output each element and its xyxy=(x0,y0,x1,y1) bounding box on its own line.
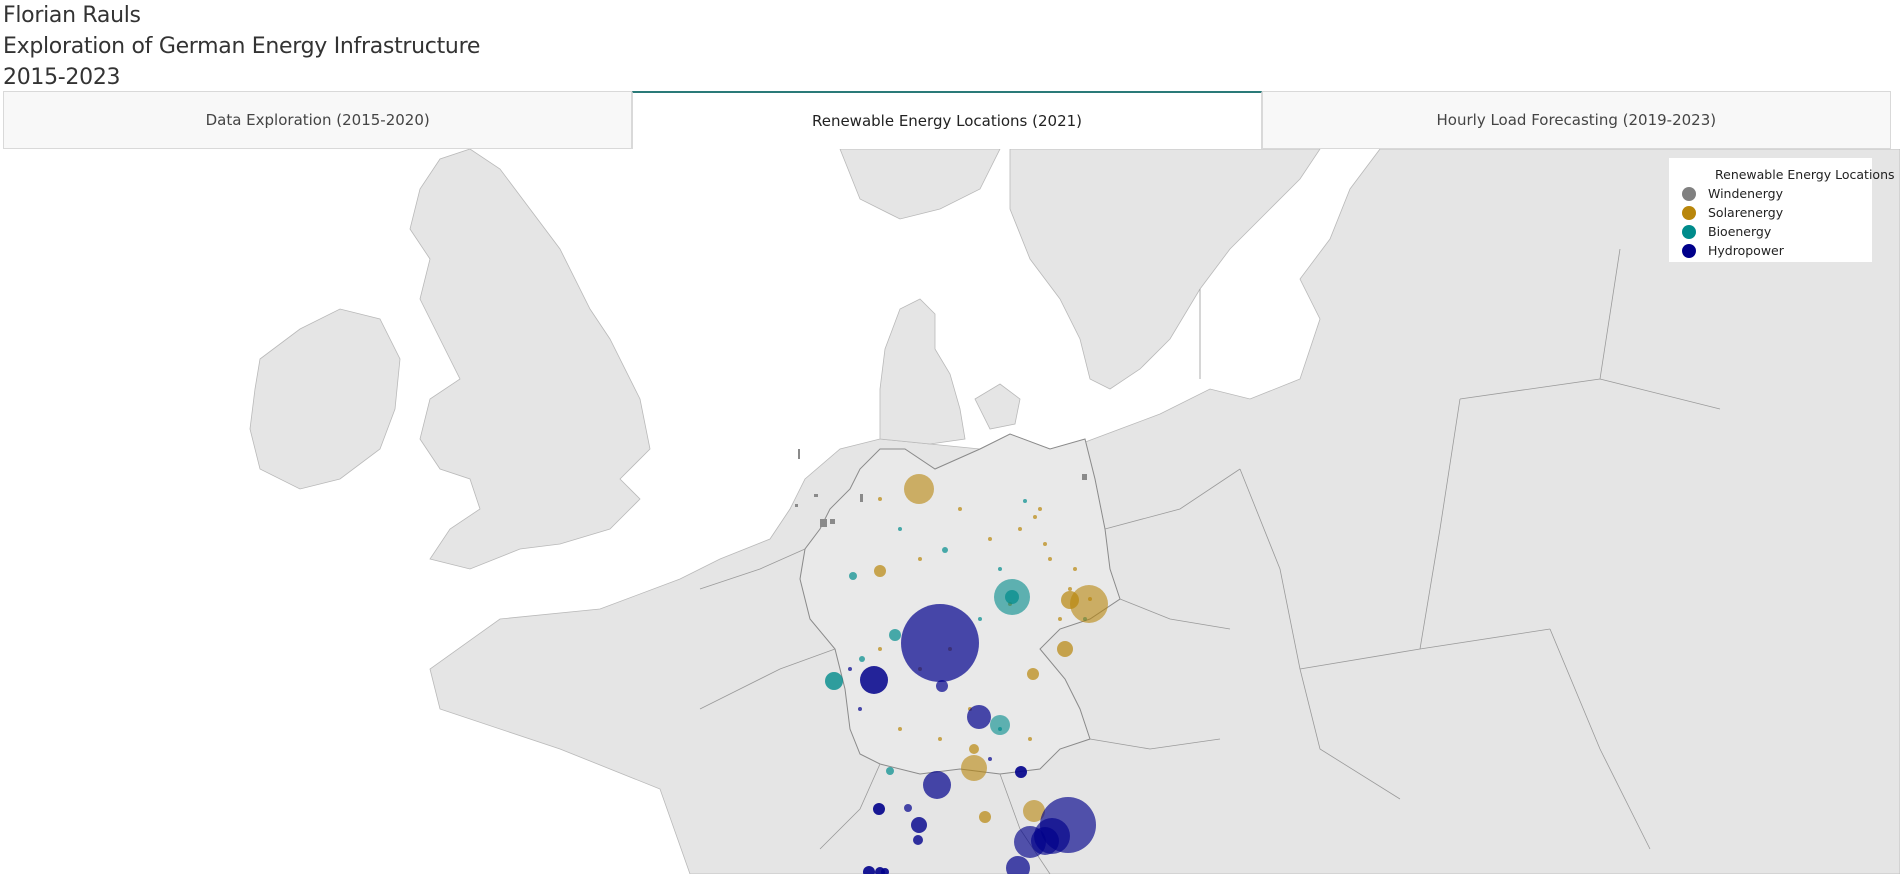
solar-marker xyxy=(1023,800,1045,822)
bio-marker xyxy=(990,715,1010,735)
solar-marker xyxy=(904,474,934,504)
author-name: Florian Rauls xyxy=(3,3,141,28)
legend-title-text: Renewable Energy Locations xyxy=(1715,167,1895,182)
legend-item-windenergy[interactable]: Windenergy xyxy=(1679,184,1872,203)
denmark-peninsula xyxy=(879,298,966,445)
solar-marker xyxy=(969,744,979,754)
solar-marker xyxy=(1057,641,1073,657)
map-view[interactable] xyxy=(0,149,1900,874)
bio-marker xyxy=(825,672,843,690)
hydro-marker xyxy=(1015,766,1027,778)
energy-markers xyxy=(825,474,1108,874)
legend-item-hydropower[interactable]: Hydropower xyxy=(1679,241,1872,260)
solar-marker xyxy=(1070,585,1108,623)
tab-renewable-energy-locations[interactable]: Renewable Energy Locations (2021) xyxy=(632,91,1262,149)
tab-bar: Data Exploration (2015-2020) Renewable E… xyxy=(3,91,1891,149)
country-borders xyxy=(699,248,1721,874)
hydro-marker xyxy=(923,771,951,799)
header: Florian Rauls Exploration of German Ener… xyxy=(3,0,480,93)
solar-marker xyxy=(1061,591,1079,609)
year-range: 2015-2023 xyxy=(3,65,121,90)
map-canvas[interactable] xyxy=(0,149,1900,874)
hydro-marker xyxy=(873,803,885,815)
hydro-marker xyxy=(967,705,991,729)
bio-marker xyxy=(886,767,894,775)
norway-landmass xyxy=(839,149,1001,220)
hydro-marker xyxy=(904,804,912,812)
bio-marker xyxy=(859,656,865,662)
scandinavia-landmass xyxy=(1009,149,1321,390)
hydro-marker xyxy=(860,666,888,694)
page-title: Exploration of German Energy Infrastruct… xyxy=(3,34,481,59)
legend-title: Renewable Energy Locations xyxy=(1679,165,1895,184)
hydro-marker xyxy=(913,835,923,845)
solar-marker xyxy=(979,811,991,823)
hydro-marker xyxy=(863,866,875,874)
hydro-marker xyxy=(901,604,979,682)
legend-label: Solarenergy xyxy=(1708,205,1784,220)
great-britain-landmass xyxy=(409,149,651,570)
solarenergy-swatch xyxy=(1682,205,1696,220)
hydro-marker xyxy=(911,817,927,833)
bio-marker xyxy=(889,629,901,641)
solar-marker xyxy=(961,755,987,781)
hydro-marker xyxy=(1006,856,1030,874)
bio-marker xyxy=(942,547,948,553)
bio-marker xyxy=(849,572,857,580)
danish-islands xyxy=(974,383,1021,430)
ireland-landmass xyxy=(249,308,401,490)
legend-label: Bioenergy xyxy=(1708,224,1772,239)
hydro-marker xyxy=(1031,827,1059,855)
hydropower-swatch xyxy=(1682,243,1696,258)
tab-hourly-load-forecasting[interactable]: Hourly Load Forecasting (2019-2023) xyxy=(1261,91,1891,149)
hydro-marker xyxy=(936,680,948,692)
map-legend: Renewable Energy Locations Windenergy So… xyxy=(1669,158,1895,262)
windenergy-swatch xyxy=(1682,186,1696,201)
north-sea-islands xyxy=(795,449,1087,527)
tab-data-exploration[interactable]: Data Exploration (2015-2020) xyxy=(3,91,633,149)
legend-label: Hydropower xyxy=(1708,243,1784,258)
legend-item-solarenergy[interactable]: Solarenergy xyxy=(1679,203,1872,222)
bio-marker xyxy=(1005,590,1019,604)
hydro-marker xyxy=(881,868,889,874)
legend-label: Windenergy xyxy=(1708,186,1783,201)
solar-marker xyxy=(1027,668,1039,680)
legend-item-bioenergy[interactable]: Bioenergy xyxy=(1679,222,1872,241)
solar-marker xyxy=(874,565,886,577)
bioenergy-swatch xyxy=(1682,224,1696,239)
